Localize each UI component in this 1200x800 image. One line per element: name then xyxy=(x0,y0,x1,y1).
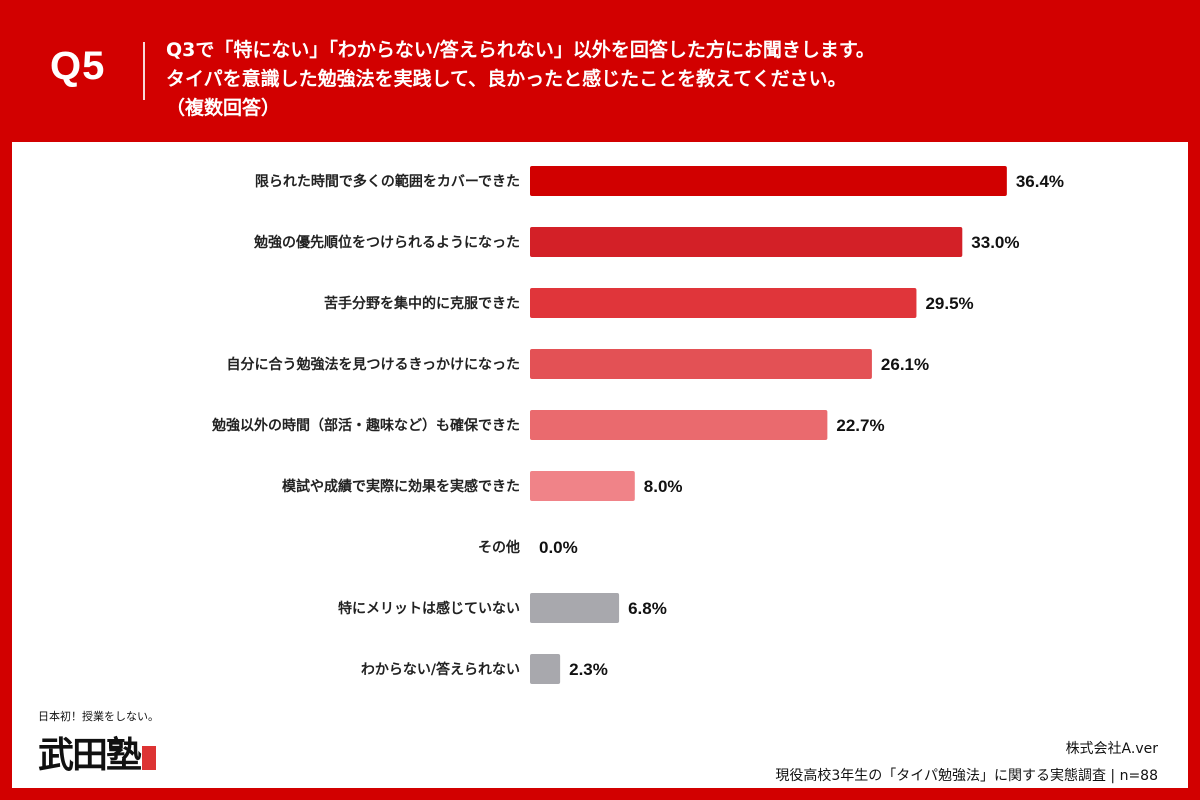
question-text: Q3で「特にない」「わからない/答えられない」以外を回答した方にお聞きします。 … xyxy=(166,36,875,123)
category-label: 勉強以外の時間（部活・趣味など）も確保できた xyxy=(211,417,520,434)
bar xyxy=(530,227,963,257)
logo-stamp xyxy=(142,746,157,770)
category-label: わからない/答えられない xyxy=(361,661,520,678)
category-label: 特にメリットは感じていない xyxy=(338,600,520,617)
header: Q5 Q3で「特にない」「わからない/答えられない」以外を回答した方にお聞きしま… xyxy=(0,0,1200,142)
footer: 株式会社A.ver 現役高校3年生の「タイパ勉強法」に関する実態調査 | n=8… xyxy=(775,736,1158,790)
logo-text: 武田塾 xyxy=(38,734,142,776)
category-label: 自分に合う勉強法を見つけるきっかけになった xyxy=(227,356,520,373)
question-line: タイパを意識した勉強法を実践して、良かったと感じたことを教えてください。 xyxy=(166,68,847,90)
logo-tagline: 日本初！授業をしない。 xyxy=(38,710,159,723)
value-label: 0.0% xyxy=(539,538,578,557)
value-label: 22.7% xyxy=(836,416,884,435)
category-label: その他 xyxy=(478,539,520,556)
question-line: （複数回答） xyxy=(166,97,281,119)
value-label: 26.1% xyxy=(881,355,929,374)
survey-info: 現役高校3年生の「タイパ勉強法」に関する実態調査 | n=88 xyxy=(775,768,1158,784)
bar xyxy=(530,166,1007,196)
category-label: 勉強の優先順位をつけられるようになった xyxy=(253,234,520,251)
question-line: Q3で「特にない」「わからない/答えられない」以外を回答した方にお聞きします。 xyxy=(166,39,875,61)
bar xyxy=(530,349,872,379)
bar xyxy=(530,593,620,623)
value-label: 36.4% xyxy=(1016,172,1064,191)
bar xyxy=(530,410,828,440)
category-label: 模試や成績で実際に効果を実感できた xyxy=(282,478,520,495)
category-label: 限られた時間で多くの範囲をカバーできた xyxy=(255,173,520,190)
bar xyxy=(530,288,917,318)
divider xyxy=(143,42,145,100)
value-label: 29.5% xyxy=(925,294,973,313)
company-name: 株式会社A.ver xyxy=(1065,741,1158,757)
value-label: 6.8% xyxy=(628,599,667,618)
value-label: 33.0% xyxy=(971,233,1019,252)
category-label: 苦手分野を集中的に克服できた xyxy=(324,295,520,312)
logo-name: 武田塾 xyxy=(38,726,159,778)
logo: 日本初！授業をしない。 武田塾 xyxy=(38,708,159,778)
bar xyxy=(530,654,561,684)
value-label: 8.0% xyxy=(644,477,683,496)
value-label: 2.3% xyxy=(569,660,608,679)
question-number: Q5 xyxy=(50,44,106,88)
bar xyxy=(530,471,635,501)
